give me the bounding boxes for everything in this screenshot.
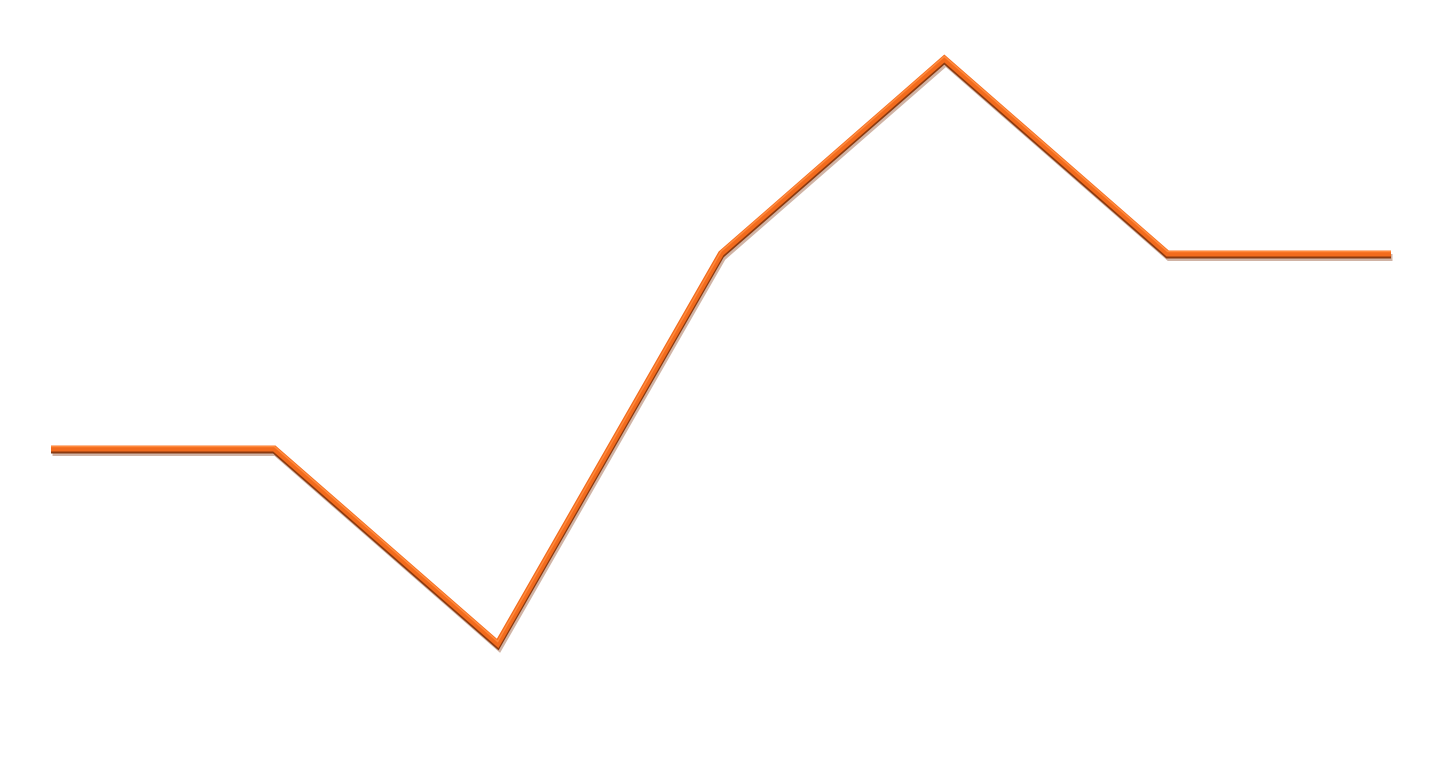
series-line xyxy=(51,54,1391,649)
series-line-shadow xyxy=(52,57,1393,653)
series-line-edge xyxy=(51,55,1391,651)
series-line-highlight xyxy=(51,55,1391,643)
plot-area xyxy=(51,54,1393,653)
